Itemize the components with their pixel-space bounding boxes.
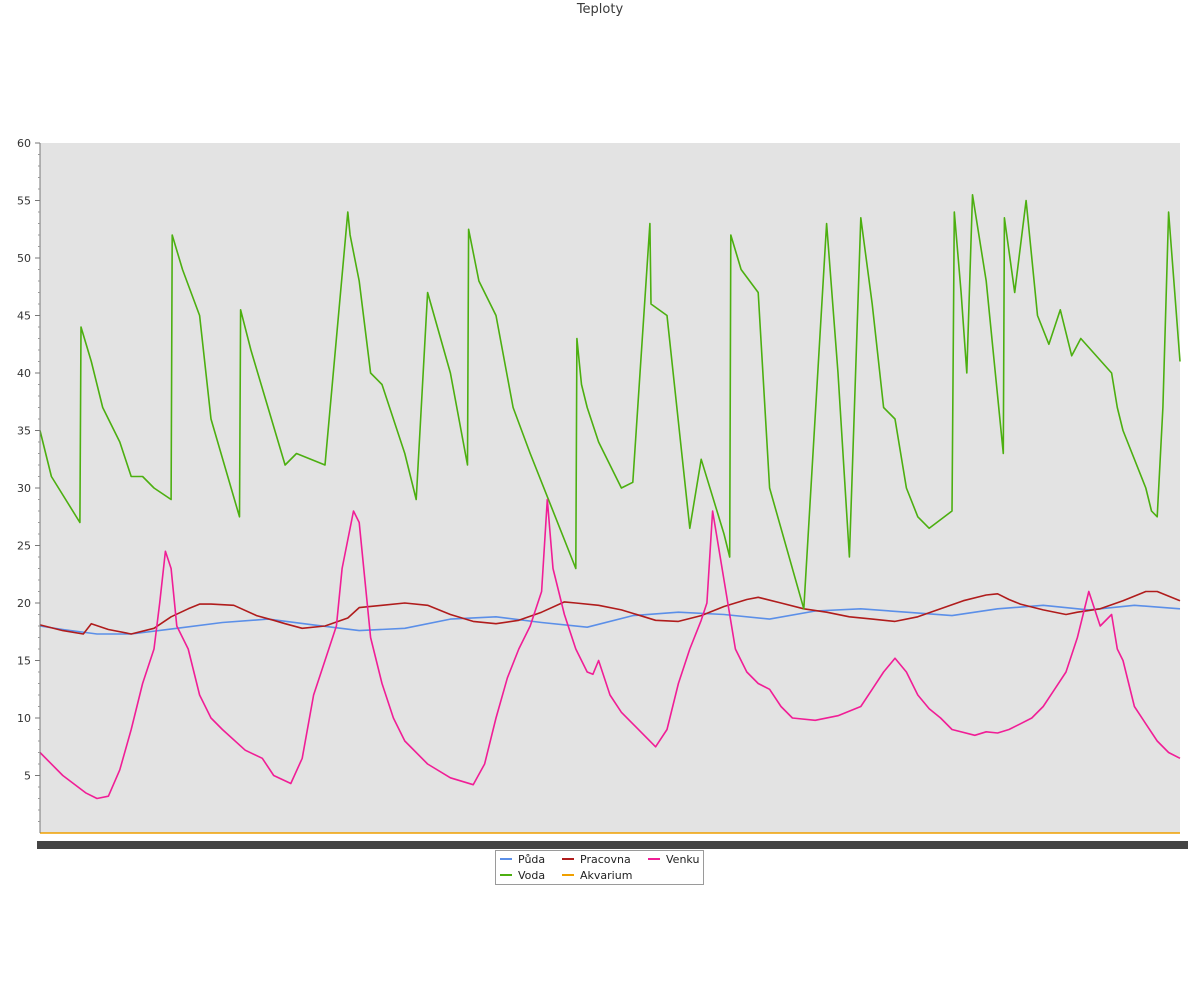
y-tick-label: 5 xyxy=(24,770,31,783)
y-tick-label: 55 xyxy=(17,195,31,208)
legend-item-voda: Voda xyxy=(500,869,545,883)
legend-item-venku: Venku xyxy=(648,853,699,867)
series-line-puda xyxy=(39,604,1181,635)
legend-swatch-akvarium xyxy=(562,874,574,876)
legend-swatch-pracovna xyxy=(562,858,574,860)
y-tick-label: 10 xyxy=(17,712,31,725)
chart-title: Teploty xyxy=(576,2,624,17)
y-tick-label: 15 xyxy=(17,655,31,668)
legend-swatch-venku xyxy=(648,858,660,860)
legend-swatch-voda xyxy=(500,874,512,876)
legend-label-voda: Voda xyxy=(518,869,546,882)
legend-label-akvarium: Akvarium xyxy=(580,869,633,882)
y-tick-label: 45 xyxy=(17,310,31,323)
legend: Půda Voda Pracovna Akvarium Venku xyxy=(495,850,704,885)
y-tick-label: 35 xyxy=(17,425,31,438)
plot-area xyxy=(40,143,1180,833)
x-axis-tick-band xyxy=(37,841,1188,849)
y-tick-label: 60 xyxy=(17,137,31,150)
legend-item-akvarium: Akvarium xyxy=(562,869,632,883)
y-tick-label: 25 xyxy=(17,540,31,553)
series-layer xyxy=(39,194,1181,834)
legend-swatch-puda xyxy=(500,858,512,860)
legend-label-venku: Venku xyxy=(666,853,700,866)
y-axis-ticks: 5 10 15 20 25 30 35 40 45 50 55 60 xyxy=(17,137,40,822)
series-line-venku xyxy=(39,498,1181,800)
legend-label-pracovna: Pracovna xyxy=(580,853,631,866)
series-line-voda xyxy=(39,194,1181,610)
y-tick-label: 40 xyxy=(17,367,31,380)
series-line-pracovna xyxy=(39,590,1181,635)
legend-item-pracovna: Pracovna xyxy=(562,853,631,867)
legend-label-puda: Půda xyxy=(518,853,546,866)
legend-item-puda: Půda xyxy=(500,853,545,867)
y-tick-label: 20 xyxy=(17,597,31,610)
y-tick-label: 50 xyxy=(17,252,31,265)
y-tick-label: 30 xyxy=(17,482,31,495)
